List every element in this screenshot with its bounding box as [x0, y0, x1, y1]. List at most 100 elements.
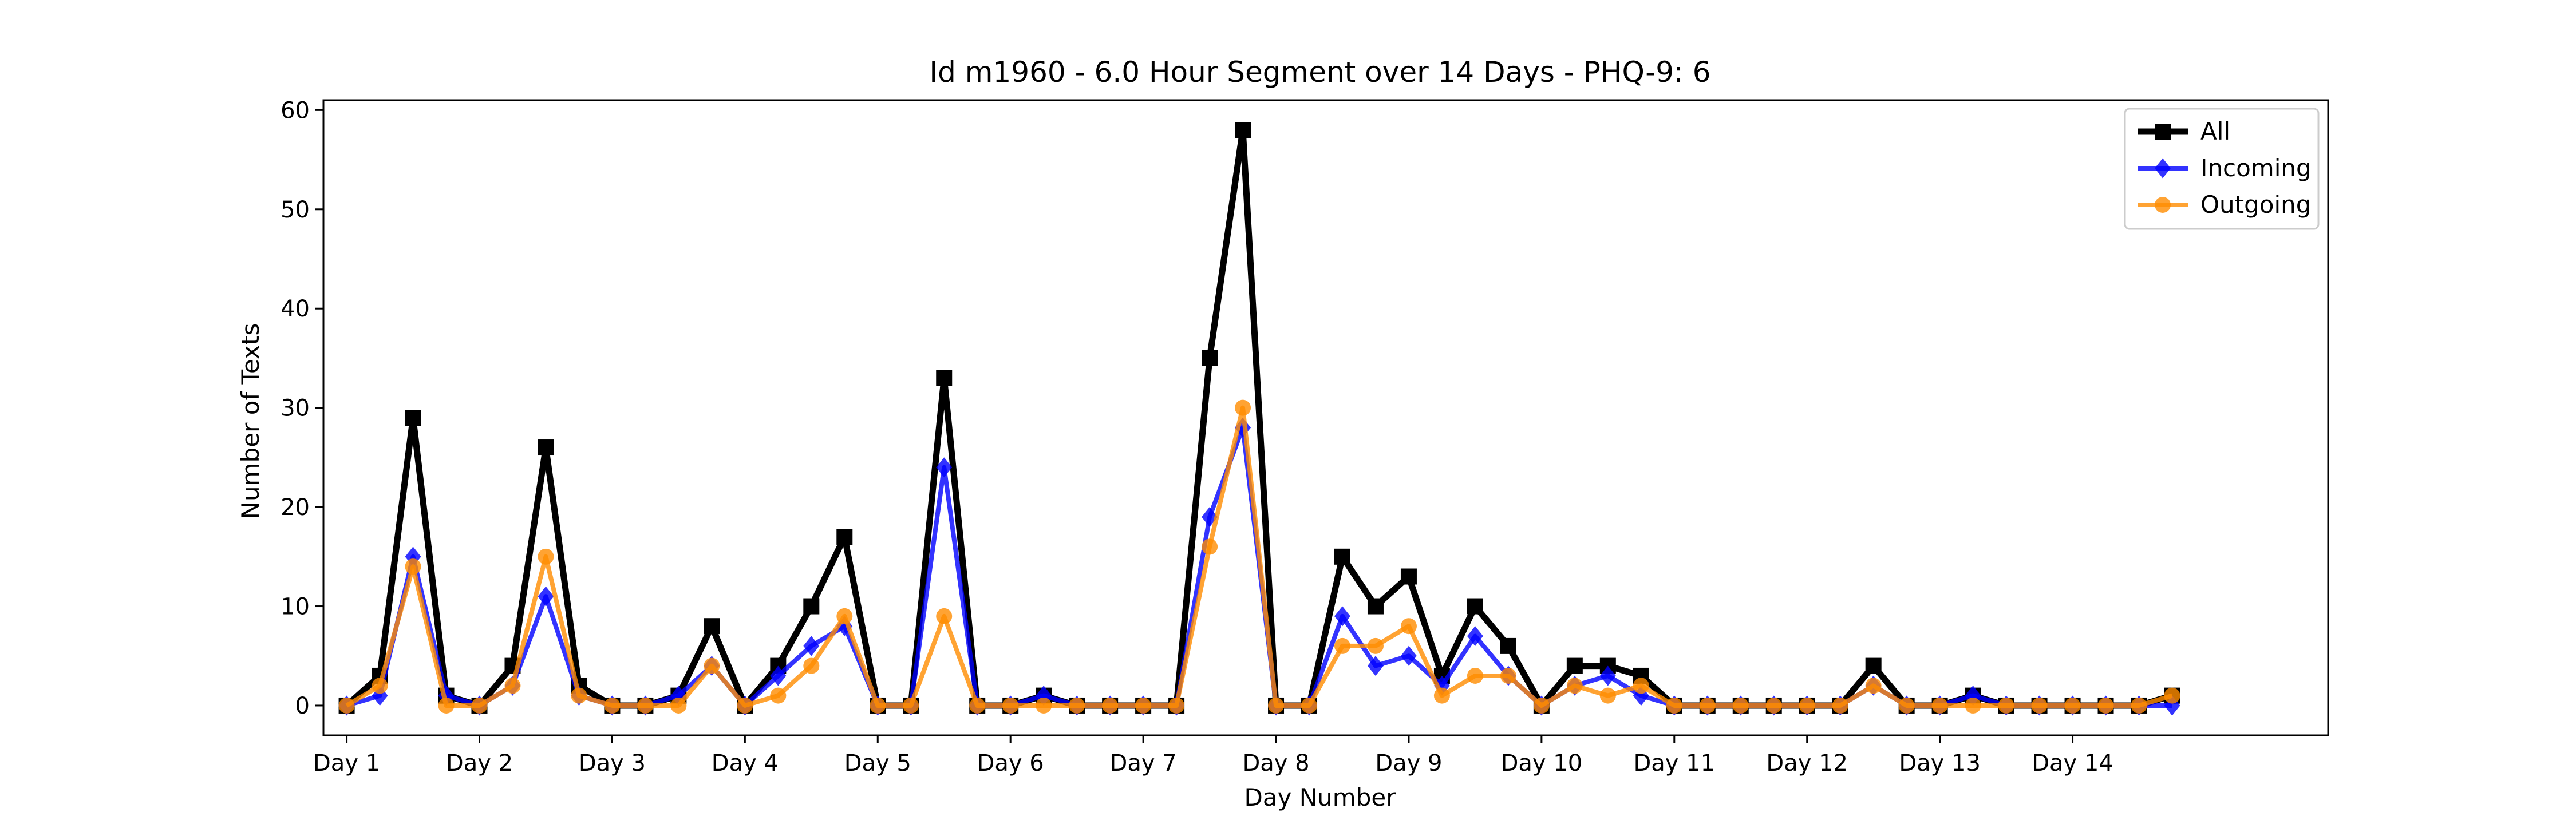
- data-point-outgoing: [1865, 678, 1882, 694]
- x-tick-label: Day 3: [579, 750, 646, 777]
- data-point-outgoing: [338, 697, 355, 714]
- legend-marker-outgoing: [2155, 197, 2171, 213]
- data-point-outgoing: [1898, 697, 1915, 714]
- data-point-outgoing: [1036, 697, 1052, 714]
- data-point-outgoing: [372, 678, 388, 694]
- plot-frame: [322, 99, 2329, 736]
- x-tick-label: Day 12: [1766, 750, 1848, 777]
- data-point-outgoing: [903, 697, 919, 714]
- data-point-incoming: [1467, 626, 1483, 647]
- data-point-outgoing: [1400, 618, 1417, 635]
- data-point-outgoing: [504, 678, 521, 694]
- legend-box: [2124, 108, 2320, 230]
- data-point-outgoing: [1235, 399, 1251, 416]
- data-point-all: [1367, 598, 1384, 615]
- data-point-outgoing: [1732, 697, 1749, 714]
- data-point-incoming: [770, 665, 787, 686]
- legend-marker-incoming: [2155, 158, 2171, 179]
- x-tick-label: Day 10: [1501, 750, 1583, 777]
- data-point-all: [1467, 598, 1483, 615]
- data-point-outgoing: [2164, 687, 2180, 704]
- data-point-outgoing: [737, 697, 753, 714]
- data-point-all: [1500, 637, 1516, 654]
- data-point-outgoing: [1202, 538, 1218, 555]
- legend-marker-all: [2155, 124, 2171, 140]
- x-tick-label: Day 1: [313, 750, 380, 777]
- data-point-outgoing: [1799, 697, 1815, 714]
- data-point-outgoing: [836, 608, 853, 624]
- x-axis-label: Day Number: [1244, 783, 1396, 811]
- y-tick-label: 10: [280, 594, 310, 620]
- data-point-all: [803, 598, 820, 615]
- data-point-outgoing: [1566, 678, 1583, 694]
- x-tick-label: Day 13: [1899, 750, 1981, 777]
- data-point-incoming: [1334, 606, 1350, 627]
- y-tick-label: 30: [280, 395, 310, 422]
- x-tick-label: Day 6: [977, 750, 1044, 777]
- data-point-all: [1865, 657, 1882, 674]
- data-point-outgoing: [1135, 697, 1152, 714]
- data-point-outgoing: [604, 697, 621, 714]
- data-point-outgoing: [670, 697, 687, 714]
- data-point-outgoing: [1102, 697, 1119, 714]
- data-point-outgoing: [471, 697, 488, 714]
- data-point-all: [836, 529, 853, 545]
- data-point-all: [1400, 568, 1417, 585]
- data-point-outgoing: [1500, 667, 1516, 684]
- data-point-outgoing: [1965, 697, 1981, 714]
- y-axis-label: Number of Texts: [236, 323, 264, 520]
- data-point-incoming: [803, 636, 820, 656]
- data-point-outgoing: [1168, 697, 1185, 714]
- data-point-outgoing: [2097, 697, 2114, 714]
- data-point-outgoing: [1334, 637, 1350, 654]
- y-tick-label: 50: [280, 197, 310, 223]
- data-point-incoming: [1400, 645, 1417, 666]
- data-point-incoming: [1599, 665, 1616, 686]
- data-point-outgoing: [1765, 697, 1782, 714]
- data-point-outgoing: [2031, 697, 2048, 714]
- data-point-outgoing: [1931, 697, 1948, 714]
- data-point-outgoing: [1301, 697, 1318, 714]
- x-tick-label: Day 8: [1242, 750, 1309, 777]
- data-point-all: [1235, 122, 1251, 138]
- data-point-outgoing: [1268, 697, 1285, 714]
- data-point-outgoing: [1633, 678, 1649, 694]
- y-tick-label: 20: [280, 494, 310, 521]
- data-point-outgoing: [870, 697, 886, 714]
- chart-title: Id m1960 - 6.0 Hour Segment over 14 Days…: [929, 56, 1710, 89]
- data-point-outgoing: [704, 657, 720, 674]
- data-point-outgoing: [936, 608, 953, 624]
- data-point-outgoing: [969, 697, 986, 714]
- data-point-outgoing: [803, 657, 820, 674]
- data-point-outgoing: [2131, 697, 2147, 714]
- data-point-outgoing: [1433, 687, 1450, 704]
- data-point-all: [538, 439, 554, 456]
- legend: All Incoming Outgoing: [2124, 108, 2320, 230]
- data-point-outgoing: [1467, 667, 1483, 684]
- data-point-outgoing: [438, 697, 455, 714]
- legend-label-incoming: Incoming: [2200, 154, 2312, 182]
- x-tick-label: Day 5: [844, 750, 911, 777]
- data-point-all: [1202, 350, 1218, 366]
- x-tick-label: Day 14: [2032, 750, 2113, 777]
- data-point-incoming: [1367, 656, 1384, 676]
- data-point-all: [1566, 657, 1583, 674]
- x-tick-label: Day 2: [446, 750, 513, 777]
- x-tick-label: Day 9: [1375, 750, 1442, 777]
- data-point-outgoing: [1002, 697, 1019, 714]
- data-point-outgoing: [1367, 637, 1384, 654]
- data-point-all: [936, 370, 953, 386]
- x-tick-label: Day 4: [712, 750, 779, 777]
- x-tick-label: Day 11: [1633, 750, 1715, 777]
- data-point-outgoing: [1998, 697, 2014, 714]
- legend-label-all: All: [2200, 117, 2230, 145]
- plot-area: 0 10 20 30 40 50 60 Day 1 Day 2 Day 3 Day 4 Day 5 Da…: [280, 97, 2329, 777]
- data-point-all: [405, 410, 421, 426]
- data-point-outgoing: [2064, 697, 2081, 714]
- data-point-outgoing: [1666, 697, 1682, 714]
- series-outgoing: [338, 399, 2180, 714]
- data-point-all: [704, 618, 720, 635]
- x-tick-label: Day 7: [1110, 750, 1177, 777]
